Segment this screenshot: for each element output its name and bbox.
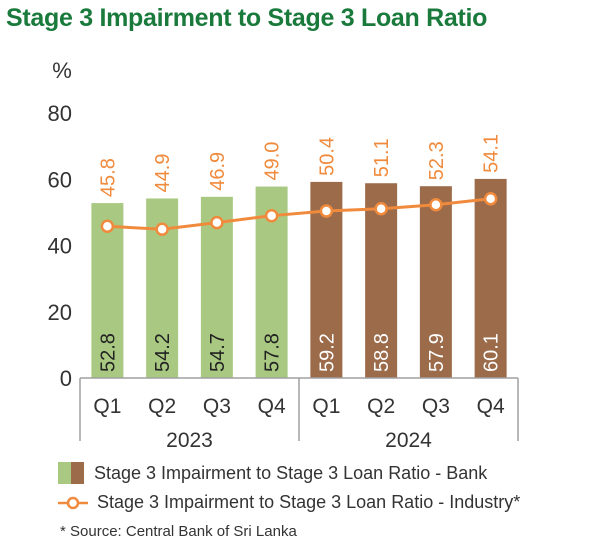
bar-value-label: 59.2 (316, 333, 338, 372)
y-axis-labels: % 0 20 40 60 80 (48, 58, 72, 391)
axes (79, 377, 519, 441)
legend-item-bank: Stage 3 Impairment to Stage 3 Loan Ratio… (58, 462, 487, 484)
x-tick-label: Q2 (148, 395, 176, 418)
bar-bank (474, 178, 507, 378)
bank-swatch-icon (58, 462, 84, 484)
line-value-label: 46.9 (207, 152, 229, 191)
y-tick-label: 20 (48, 300, 72, 325)
legend-label-industry: Stage 3 Impairment to Stage 3 Loan Ratio… (97, 492, 521, 512)
y-tick-label: 40 (48, 234, 72, 259)
x-tick-label: Q4 (258, 395, 286, 418)
x-group-label: 2024 (385, 429, 432, 452)
industry-line (100, 192, 498, 237)
y-axis-unit-label: % (52, 58, 72, 83)
bar-value-label: 57.9 (426, 333, 448, 372)
line-value-label: 44.9 (152, 154, 174, 193)
x-tick-label: Q2 (367, 395, 395, 418)
industry-series-line (107, 197, 491, 231)
x-tick-label: Q3 (203, 395, 231, 418)
source-note: * Source: Central Bank of Sri Lanka (60, 523, 297, 540)
swatch-2023 (58, 462, 71, 484)
legend-label-bank: Stage 3 Impairment to Stage 3 Loan Ratio… (94, 462, 488, 483)
bar-bank (365, 183, 398, 378)
bar-value-label: 58.8 (371, 333, 393, 372)
line-marker-icon (58, 496, 88, 509)
bar-value-labels: 52.8 54.2 54.7 57.8 59.2 58.8 57.9 60.1 (97, 333, 502, 372)
y-tick-label: 0 (60, 366, 72, 391)
legend-item-industry: Stage 3 Impairment to Stage 3 Loan Ratio… (58, 492, 520, 513)
bar-value-label: 57.8 (262, 333, 284, 372)
bar-value-label: 52.8 (97, 333, 119, 372)
line-value-label: 52.3 (426, 141, 448, 180)
bar-bank (419, 186, 452, 378)
swatch-2024 (71, 462, 84, 484)
line-value-label: 49.0 (262, 142, 284, 181)
x-tick-label: Q3 (422, 395, 450, 418)
industry-point (429, 198, 443, 212)
industry-point (210, 215, 224, 230)
line-value-label: 54.1 (481, 134, 503, 173)
line-value-label: 50.4 (316, 137, 338, 176)
industry-point (264, 208, 279, 223)
x-tick-label: Q1 (93, 395, 121, 418)
x-tick-label: Q1 (312, 395, 340, 418)
industry-point (155, 222, 169, 237)
y-tick-label: 80 (48, 101, 72, 126)
bar-value-label: 54.7 (207, 333, 229, 372)
bar-value-label: 54.2 (152, 333, 174, 372)
y-tick-label: 60 (48, 167, 72, 192)
bar-value-label: 60.1 (481, 333, 503, 372)
x-axis-labels: Q1 Q2 Q3 Q4 Q1 Q2 Q3 Q4 2023 2024 (93, 395, 505, 452)
line-value-label: 51.1 (371, 138, 393, 177)
x-tick-label: Q4 (477, 395, 505, 418)
industry-point (319, 204, 334, 218)
line-value-label: 45.8 (97, 158, 119, 197)
industry-point (374, 201, 388, 216)
industry-point (483, 192, 498, 206)
industry-point (100, 219, 115, 234)
line-value-labels: 45.8 44.9 46.9 49.0 50.4 51.1 52.3 54.1 (97, 134, 502, 197)
chart-title: Stage 3 Impairment to Stage 3 Loan Ratio (6, 4, 488, 32)
x-group-label: 2023 (166, 429, 213, 452)
